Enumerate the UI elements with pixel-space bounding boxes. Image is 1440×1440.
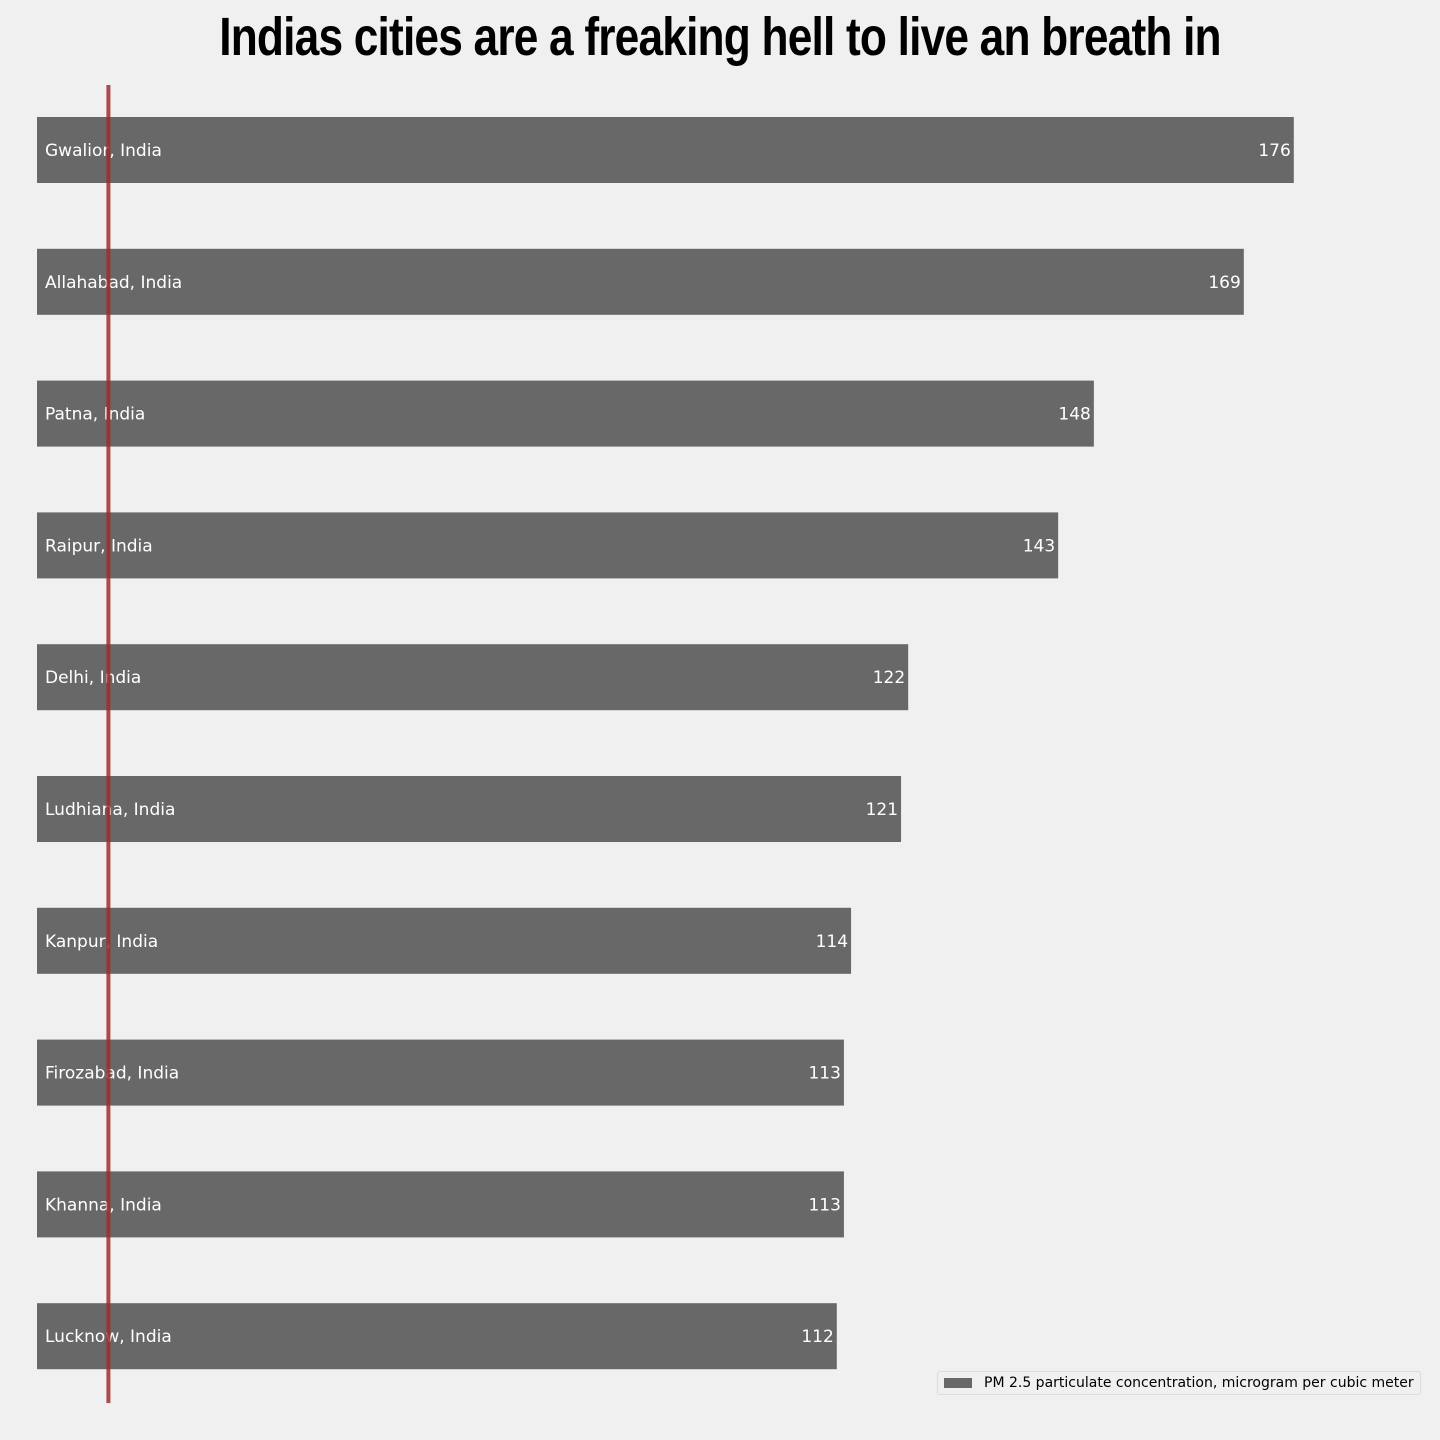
legend-label: PM 2.5 particulate concentration, microg… [984,1375,1414,1391]
value-label: 113 [808,1064,840,1084]
category-label: Khanna, India [45,1195,162,1215]
category-label: Raipur, India [45,536,153,556]
value-label: 114 [816,932,848,952]
bar [37,1039,844,1106]
bar [37,512,1059,579]
value-label: 148 [1058,405,1090,425]
value-label: 143 [1023,536,1055,556]
chart-title: Indias cities are a freaking hell to liv… [219,7,1221,67]
bar [37,907,852,974]
category-label: Delhi, India [45,668,141,688]
category-label: Firozabad, India [45,1064,179,1084]
value-label: 176 [1258,141,1290,161]
bar [37,1171,844,1238]
category-label: Patna, India [45,405,145,425]
value-label: 169 [1208,273,1240,293]
value-label: 113 [808,1195,840,1215]
value-label: 122 [873,668,905,688]
legend-swatch [944,1378,972,1388]
value-label: 112 [801,1327,833,1347]
bar [37,1303,837,1370]
bar [37,117,1294,183]
bar [37,776,902,842]
category-label: Allahabad, India [45,273,182,293]
bars-layer [37,117,1294,1370]
value-label: 121 [866,800,898,820]
bar [37,644,909,711]
category-label: Gwalior, India [45,141,162,161]
labels-layer: Gwalior, India 176 Allahabad, India 169 Patn… [45,141,1291,1347]
bar [37,380,1094,447]
legend: PM 2.5 particulate concentration, microg… [937,1371,1421,1395]
category-label: Kanpur, India [45,932,158,952]
bar [37,248,1244,315]
